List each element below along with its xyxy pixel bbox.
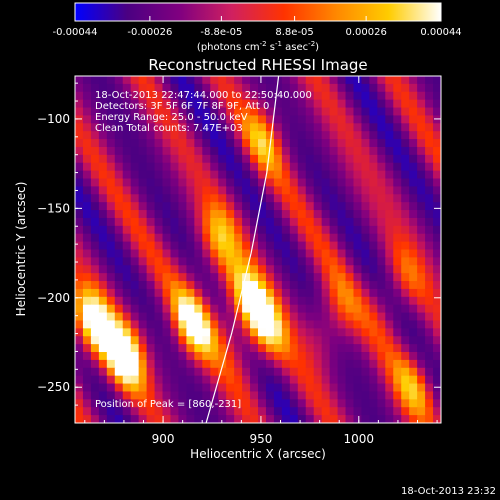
annotation-block: 18-Oct-2013 22:47:44.000 to 22:50:40.000… [95, 90, 312, 134]
annotation-line: Detectors: 3F 5F 6F 7F 8F 9F, Att 0 [95, 101, 269, 112]
chart-title: Reconstructed RHESSI Image [148, 56, 367, 74]
colorbar-tick-label: 0.00026 [345, 27, 386, 38]
footer-timestamp: 18-Oct-2013 23:32 [401, 486, 496, 497]
plot-frame [74, 75, 442, 424]
peak-position-label: Position of Peak = [860,-231] [95, 399, 241, 410]
annotation-line: Energy Range: 25.0 - 50.0 keV [95, 112, 248, 123]
colorbar-unit-label: (photons cm-2 s-1 asec-2) [197, 40, 319, 53]
y-tick-label: −200 [37, 291, 70, 305]
colorbar-tick-label: 0.00044 [420, 27, 461, 38]
annotation-line: Clean Total counts: 7.47E+03 [95, 123, 243, 134]
colorbar-tick-label: -0.00044 [53, 27, 98, 38]
colorbar-tick-label: -0.00026 [127, 27, 172, 38]
y-tick-label: −250 [37, 380, 70, 394]
x-tick-label: 1000 [344, 432, 375, 446]
x-axis-label: Heliocentric X (arcsec) [190, 447, 326, 461]
y-axis-label: Heliocentric Y (arcsec) [14, 182, 28, 317]
x-tick-label: 950 [249, 432, 272, 446]
solar-limb-curve [205, 76, 280, 423]
colorbar-ticks: -0.00044 -0.00026 -8.8e-05 8.8e-05 0.00026 0.… [53, 16, 462, 38]
colorbar-tick-label: -8.8e-05 [200, 27, 242, 38]
y-tick-label: −100 [37, 112, 70, 126]
colorbar-tick-label: 8.8e-05 [275, 27, 313, 38]
heatmap-image [75, 76, 441, 423]
annotation-line: 18-Oct-2013 22:47:44.000 to 22:50:40.000 [95, 90, 312, 101]
x-axis-ticks: 900 950 1000 [84, 76, 438, 446]
colorbar [74, 2, 442, 22]
x-tick-label: 900 [152, 432, 175, 446]
y-tick-label: −150 [37, 201, 70, 215]
y-axis-ticks: −100 −150 −200 −250 [37, 82, 441, 406]
